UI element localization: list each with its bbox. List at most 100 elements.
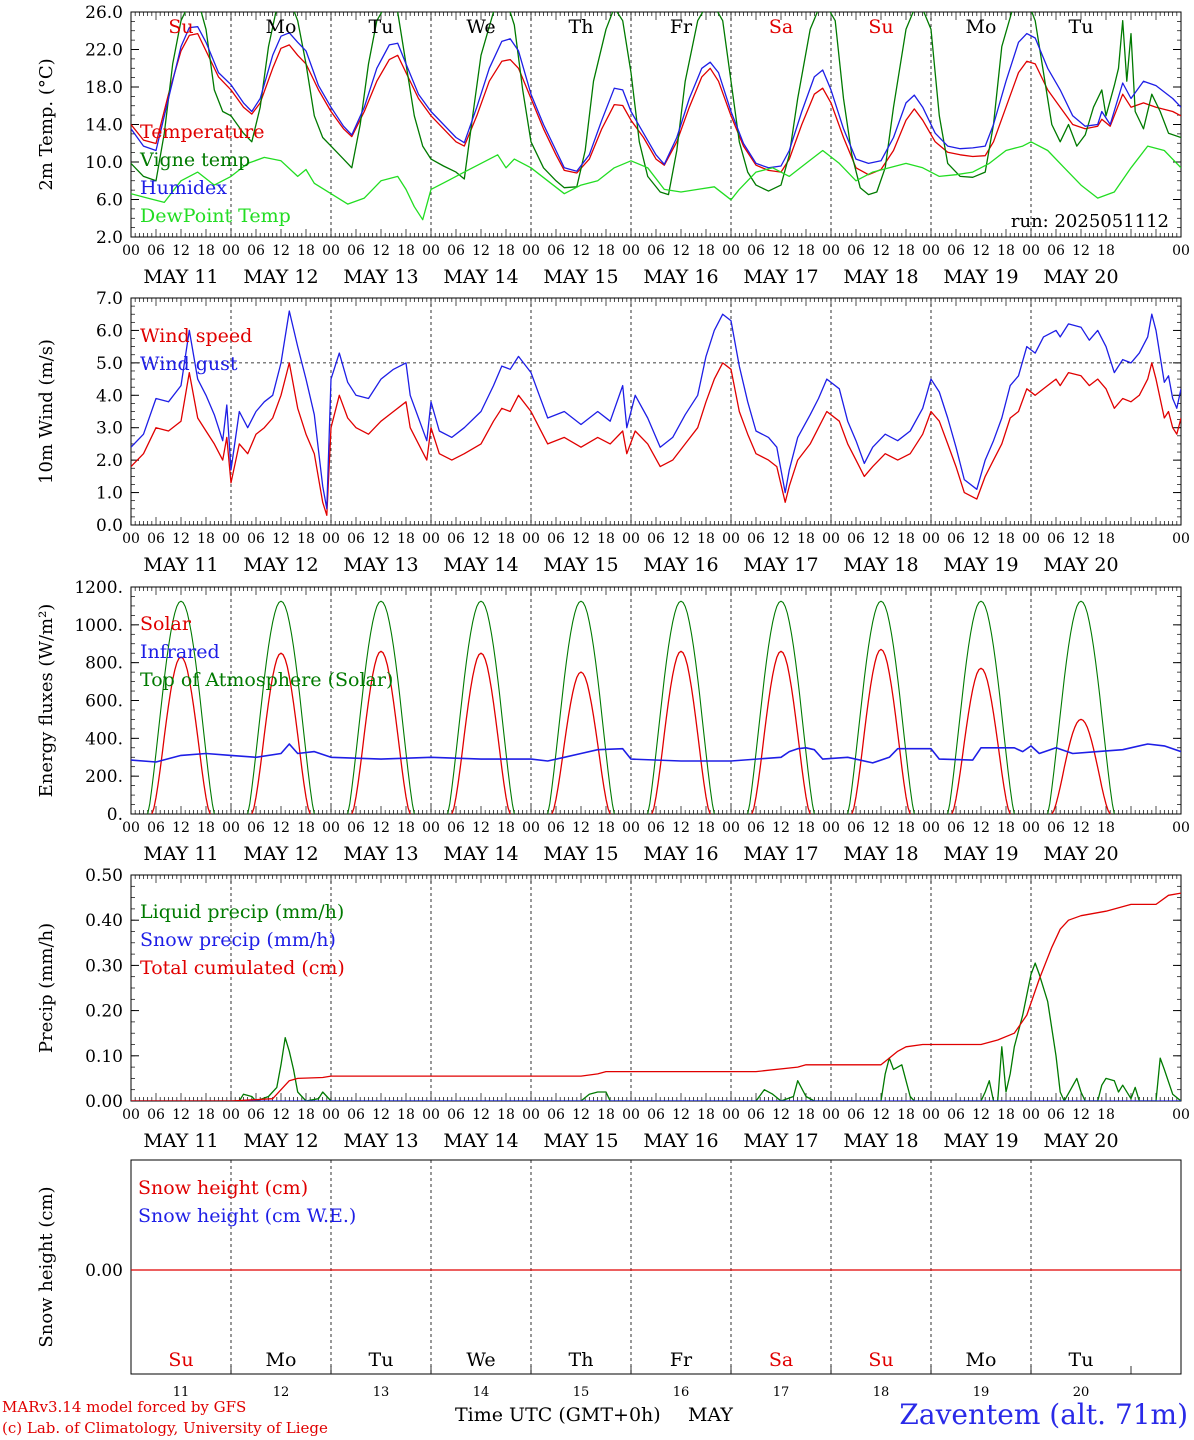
wind-hour-tick-label: 12 [172, 531, 190, 547]
wind-hour-tick-label: 06 [347, 531, 365, 547]
precip-hour-tick-label: 18 [297, 1107, 315, 1123]
temp-hour-tick-label: 18 [397, 243, 415, 259]
temp-date-label: MAY 16 [643, 266, 718, 288]
temp-legend-entry: Temperature [140, 121, 264, 143]
temp-series-temperature-line [131, 32, 1181, 176]
precip-hour-tick-label: 12 [472, 1107, 490, 1123]
temp-weekday-label: Su [868, 16, 893, 38]
panels-group: 2.0 6.0 10.0 14.0 18.0 22.0 26.0 2m Temp. (°C) T… [36, 3, 1190, 1400]
wind-hour-tick-label: 06 [847, 531, 865, 547]
energy-hour-tick-label: 12 [372, 820, 390, 836]
precip-hour-tick-label: 18 [597, 1107, 615, 1123]
energy-hour-tick-label: 00 [522, 820, 540, 836]
snow-daynumber-label: 18 [873, 1385, 890, 1400]
wind-ylabel: 10m Wind (m/s) [36, 339, 57, 484]
temp-hour-tick-label: 00 [222, 243, 240, 259]
wind-ytick-label: 2.0 [96, 451, 123, 471]
wind-date-label: MAY 19 [943, 554, 1018, 576]
temp-weekday-label: Tu [369, 16, 394, 38]
temp-date-label: MAY 19 [943, 266, 1018, 288]
copyright-credit: (c) Lab. of Climatology, University of L… [2, 1419, 328, 1437]
precip-ytick-label: 0.40 [85, 911, 123, 931]
toa-solar-line [447, 600, 515, 814]
snow-daynumber-label: 11 [173, 1385, 190, 1400]
wind-hour-tick-label: 00 [822, 531, 840, 547]
wind-hour-tick-label: 18 [297, 531, 315, 547]
temp-hour-tick-label: 00 [322, 243, 340, 259]
wind-ytick-label: 4.0 [96, 386, 123, 406]
temp-date-label: MAY 17 [743, 266, 818, 288]
energy-hour-tick-label: 00 [322, 820, 340, 836]
time-axis-label: Time UTC (GMT+0h) [455, 1404, 661, 1426]
wind-hour-tick-label: 06 [747, 531, 765, 547]
wind-date-label: MAY 17 [743, 554, 818, 576]
precip-hour-tick-label: 18 [497, 1107, 515, 1123]
wind-hour-tick-label: 06 [647, 531, 665, 547]
precip-series-liquid-precip-mm-h-line [131, 962, 1181, 1101]
precip-ytick-label: 0.30 [85, 956, 123, 976]
temp-weekday-label: Fr [670, 16, 693, 38]
temp-hour-tick-label: 06 [547, 243, 565, 259]
precip-hour-tick-label: 12 [1072, 1107, 1090, 1123]
wind-hour-tick-label: 06 [147, 531, 165, 547]
wind-hour-tick-label: 00 [1022, 531, 1040, 547]
energy-legend-entry: Solar [140, 613, 192, 635]
precip-date-label: MAY 20 [1043, 1130, 1118, 1152]
model-credit: MARv3.14 model forced by GFS [2, 1398, 247, 1416]
wind-hour-tick-label: 12 [672, 531, 690, 547]
solar-line [951, 667, 1011, 814]
energy-hour-tick-label: 12 [272, 820, 290, 836]
wind-hour-tick-label: 06 [947, 531, 965, 547]
energy-legend-entry: Top of Atmosphere (Solar) [140, 669, 393, 691]
precip-hour-tick-label: 18 [997, 1107, 1015, 1123]
panel-temp: 2.0 6.0 10.0 14.0 18.0 22.0 26.0 2m Temp. (°C) T… [36, 3, 1190, 288]
energy-date-label: MAY 19 [943, 843, 1018, 865]
wind-hour-tick-label: 06 [247, 531, 265, 547]
temp-hour-tick-label: 12 [572, 243, 590, 259]
energy-hour-tick-label: 00 [622, 820, 640, 836]
wind-hour-tick-label: 00 [122, 531, 140, 547]
precip-hour-tick-label: 06 [947, 1107, 965, 1123]
precip-date-label: MAY 12 [243, 1130, 318, 1152]
energy-hour-tick-label: 12 [472, 820, 490, 836]
precip-hour-tick-label: 12 [372, 1107, 390, 1123]
solar-line [651, 650, 711, 814]
temp-hour-tick-label: 00 [822, 243, 840, 259]
precip-date-label: MAY 17 [743, 1130, 818, 1152]
energy-hour-tick-label: 18 [997, 820, 1015, 836]
precip-date-label: MAY 15 [543, 1130, 618, 1152]
energy-date-label: MAY 11 [143, 843, 218, 865]
energy-hour-tick-label: 12 [572, 820, 590, 836]
temp-hour-tick-label: 00 [122, 243, 140, 259]
wind-ytick-label: 0.0 [96, 516, 123, 536]
snow-weekday-label: Fr [670, 1349, 693, 1371]
precip-hour-tick-label: 00 [722, 1107, 740, 1123]
energy-ytick-label: 1200. [74, 578, 123, 598]
temp-hour-tick-label: 00 [522, 243, 540, 259]
wind-hour-tick-label: 18 [1097, 531, 1115, 547]
precip-hour-tick-label: 06 [647, 1107, 665, 1123]
temp-series-dewpoint-temp-line [131, 141, 1181, 221]
snow-weekday-label: Tu [1069, 1349, 1094, 1371]
snow-daynumber-label: 14 [473, 1385, 490, 1400]
toa-solar-line [647, 600, 715, 814]
wind-hour-tick-label: 00 [222, 531, 240, 547]
temp-hour-tick-label: 18 [997, 243, 1015, 259]
temp-hour-tick-label: 18 [897, 243, 915, 259]
snow-weekday-label: Mo [966, 1349, 997, 1371]
toa-solar-line [1047, 600, 1115, 814]
toa-solar-line [547, 600, 615, 814]
energy-hour-tick-label: 00 [722, 820, 740, 836]
precip-hour-tick-label: 12 [572, 1107, 590, 1123]
energy-hour-tick-label: 00 [122, 820, 140, 836]
precip-hour-tick-label: 06 [447, 1107, 465, 1123]
temp-weekday-label: Th [569, 16, 594, 38]
precip-hour-tick-label: 00 [1022, 1107, 1040, 1123]
energy-hour-tick-label: 00 [222, 820, 240, 836]
wind-ytick-label: 5.0 [96, 354, 123, 374]
energy-hour-tick-label: 12 [772, 820, 790, 836]
precip-hour-tick-label: 00 [222, 1107, 240, 1123]
temp-hour-tick-label: 18 [697, 243, 715, 259]
temp-hour-tick-label: 12 [272, 243, 290, 259]
wind-hour-tick-label: 06 [547, 531, 565, 547]
